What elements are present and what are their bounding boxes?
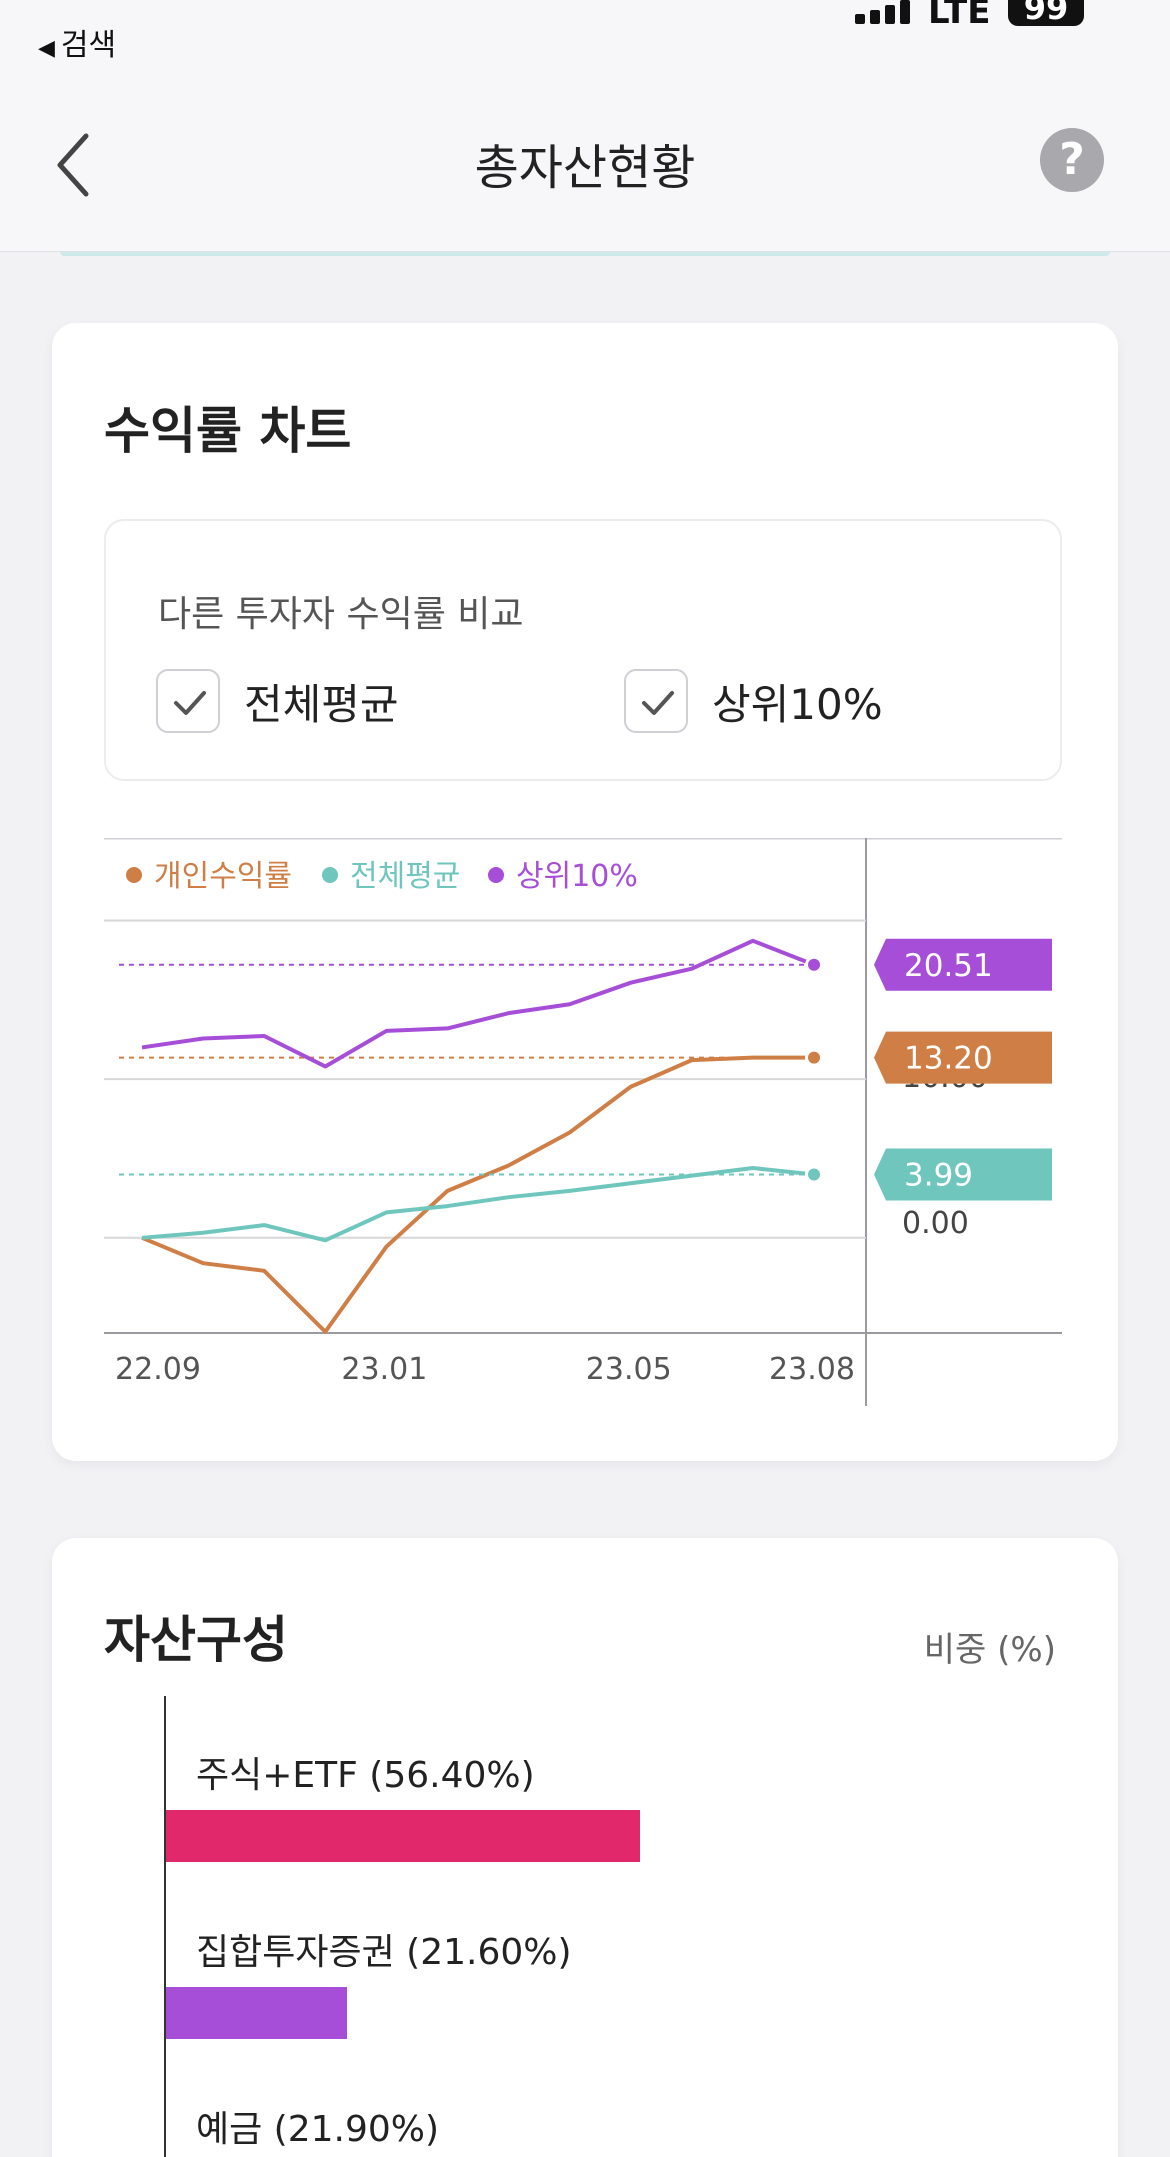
allocation-item: 주식+ETF (56.40%) <box>166 1746 640 1862</box>
allocation-bar <box>166 1810 640 1862</box>
series-line <box>141 1166 815 1243</box>
end-dot <box>808 1051 820 1064</box>
legend-label: 개인수익률 <box>154 859 292 894</box>
y-tick-label: 0.00 <box>902 1206 969 1241</box>
compare-box: 다른 투자자 수익률 비교 전체평균 상위10% <box>104 519 1062 781</box>
allocation-item: 예금 (21.90%) <box>166 2100 439 2152</box>
navigation-bar: 총자산현황 ? <box>0 70 1170 252</box>
allocation-item: 집합투자증권 (21.60%) <box>166 1923 572 2039</box>
allocation-label: 예금 (21.90%) <box>196 2109 440 2150</box>
chevron-left-icon <box>57 133 89 197</box>
checkbox-overall-average[interactable]: 전체평균 <box>156 669 399 733</box>
value-tag-label: 13.20 <box>904 1041 993 1077</box>
yield-line-chart: 10.000.0022.0923.0123.0523.08개인수익률전체평균상위… <box>104 838 1062 1406</box>
x-tick-label: 22.09 <box>115 1352 201 1387</box>
end-dot <box>808 958 820 971</box>
checkbox-box[interactable] <box>156 669 220 733</box>
compare-label: 다른 투자자 수익률 비교 <box>158 594 524 635</box>
x-tick-label: 23.05 <box>586 1352 672 1387</box>
battery-icon: 99 <box>1008 0 1084 27</box>
value-tag <box>874 1148 1052 1201</box>
yield-chart-card: 수익률 차트 다른 투자자 수익률 비교 전체평균 상위10% 10.000.0… <box>52 323 1118 1461</box>
section-divider <box>60 252 1110 256</box>
yield-chart-svg: 10.000.0022.0923.0123.0523.08개인수익률전체평균상위… <box>104 838 1062 1406</box>
value-tag-label: 3.99 <box>904 1157 973 1193</box>
legend-label: 상위10% <box>516 859 638 894</box>
allocation-chart: 주식+ETF (56.40%) 집합투자증권 (21.60%) 예금 (21.9… <box>104 1696 1062 2157</box>
x-tick-label: 23.01 <box>341 1352 427 1387</box>
checkbox-top-10[interactable]: 상위10% <box>624 669 883 733</box>
series-line <box>141 938 815 1069</box>
status-bar: ◀ 검색 LTE 99 <box>0 0 1170 70</box>
signal-icon <box>855 0 910 24</box>
series-line <box>141 1055 814 1334</box>
back-button[interactable] <box>52 130 102 200</box>
legend-dot <box>322 867 338 883</box>
end-dot <box>808 1168 820 1181</box>
allocation-label: 집합투자증권 (21.60%) <box>196 1932 572 1973</box>
allocation-bar <box>166 1987 348 2039</box>
legend-label: 전체평균 <box>350 859 460 894</box>
x-tick-label: 23.08 <box>769 1352 855 1387</box>
legend-dot <box>126 867 142 883</box>
back-triangle-icon: ◀ <box>38 36 55 61</box>
allocation-axis <box>164 1696 166 2157</box>
value-tag <box>874 1031 1052 1084</box>
asset-allocation-card: 자산구성 비중 (%) 주식+ETF (56.40%) 집합투자증권 (21.6… <box>52 1538 1118 2157</box>
checkbox-label: 상위10% <box>712 679 883 729</box>
value-tag <box>874 938 1052 991</box>
page-title: 총자산현황 <box>474 140 696 196</box>
allocation-label: 주식+ETF (56.40%) <box>196 1755 535 1796</box>
question-icon: ? <box>1059 134 1085 185</box>
help-button[interactable]: ? <box>1040 128 1104 192</box>
value-tag-label: 20.51 <box>904 948 993 984</box>
checkmark-icon <box>642 691 674 715</box>
yield-chart-title: 수익률 차트 <box>104 402 352 460</box>
asset-allocation-title: 자산구성 <box>104 1611 288 1669</box>
back-to-app-link[interactable]: ◀ 검색 <box>38 20 116 64</box>
checkbox-label: 전체평균 <box>244 679 399 729</box>
back-app-label: 검색 <box>60 28 117 63</box>
weight-unit-label: 비중 (%) <box>923 1630 1056 1670</box>
network-label: LTE <box>928 0 991 32</box>
checkmark-icon <box>174 691 206 715</box>
checkbox-box[interactable] <box>624 669 688 733</box>
legend-dot <box>488 867 504 883</box>
